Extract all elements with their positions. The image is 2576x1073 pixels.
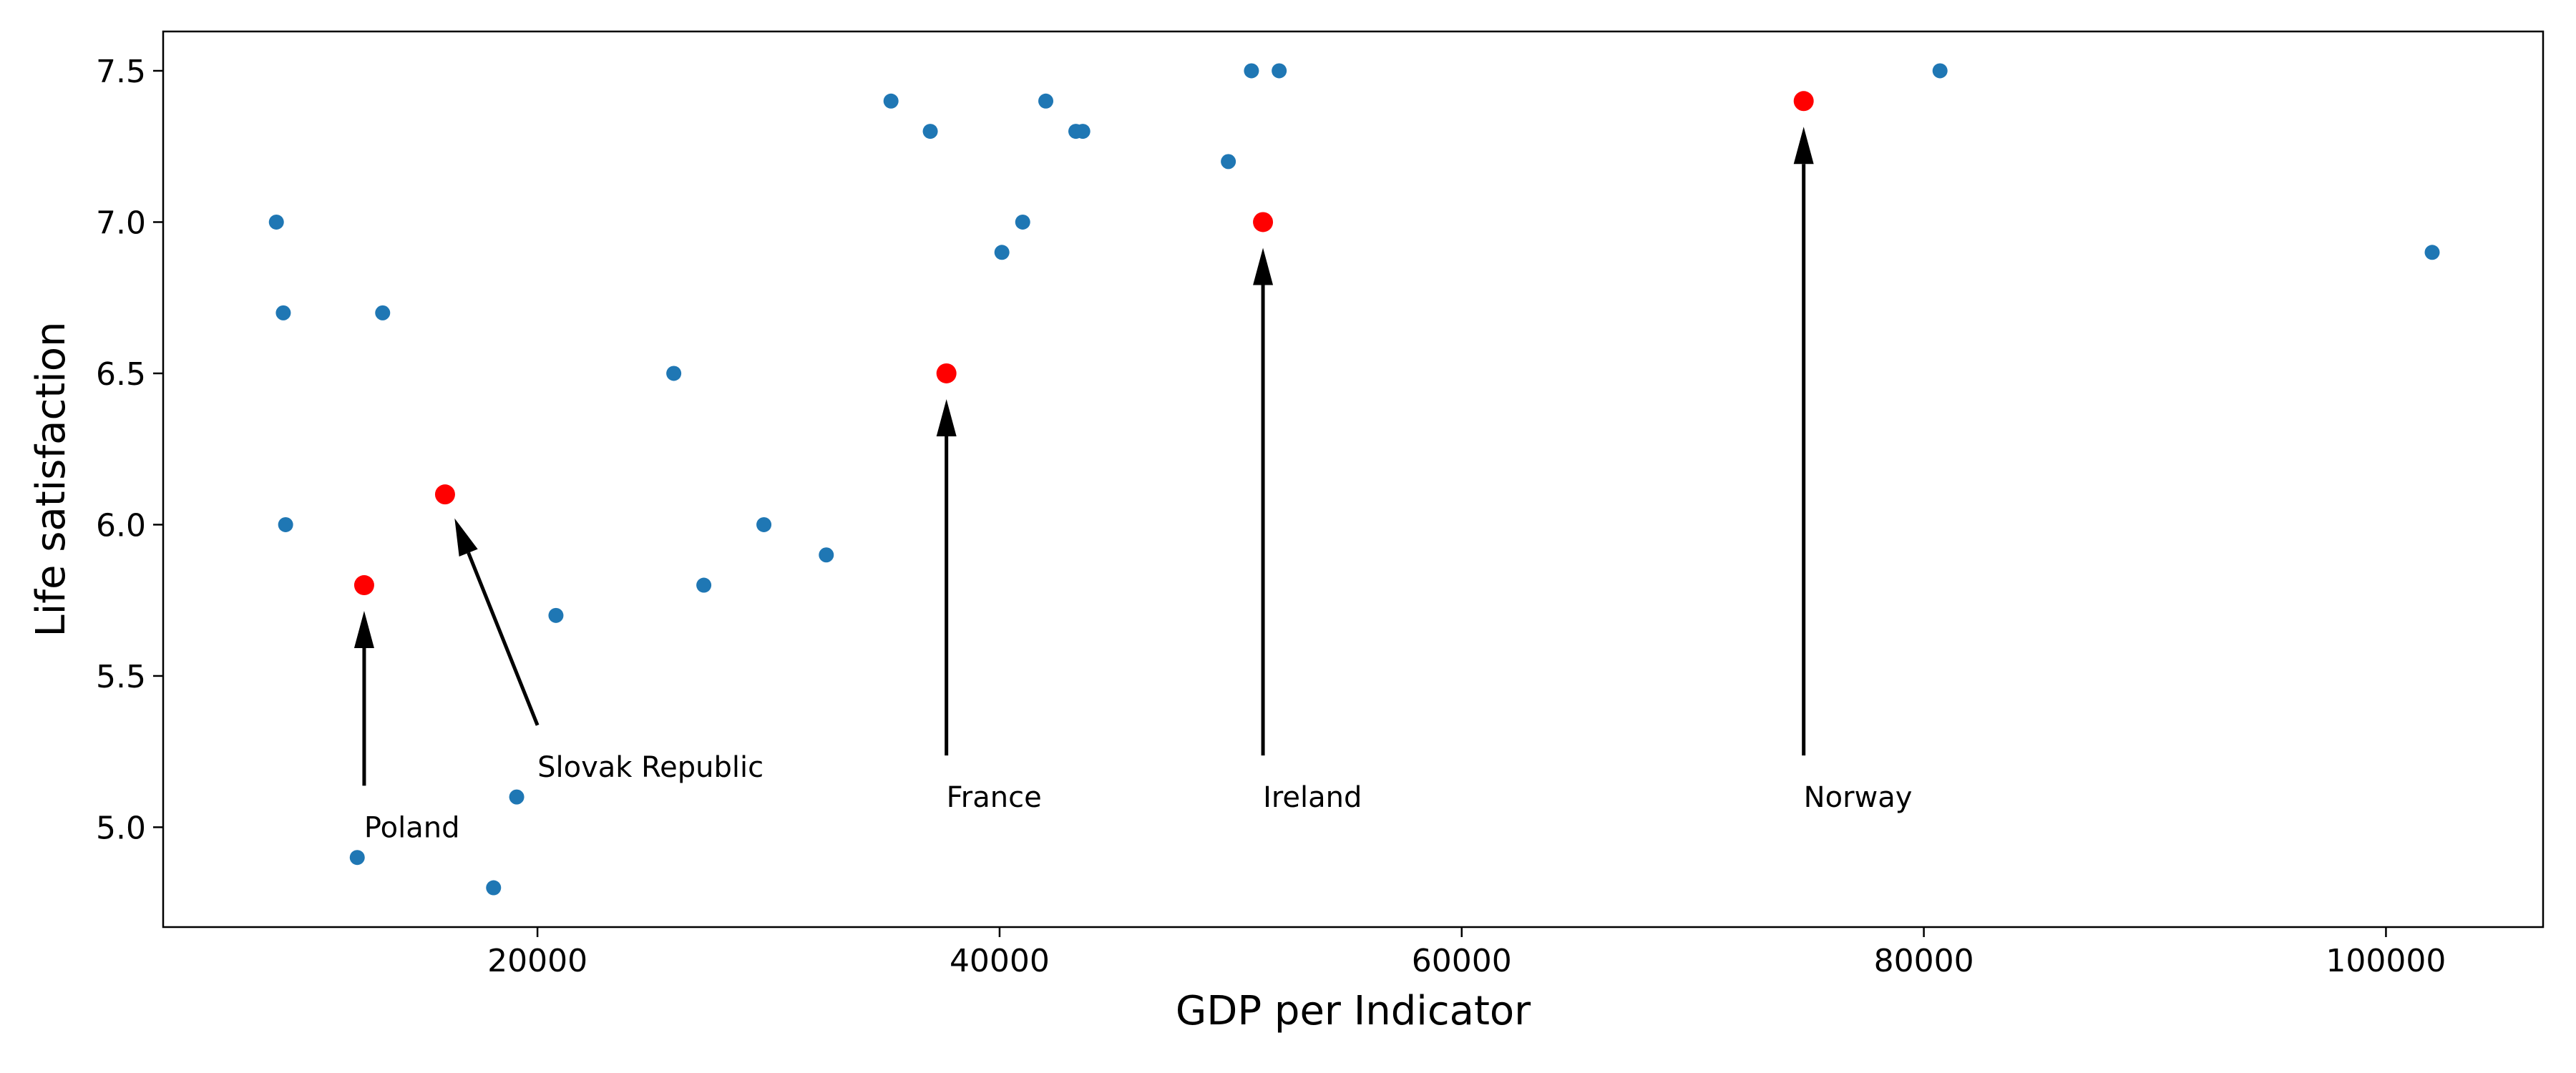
highlighted-point <box>1793 91 1814 112</box>
x-tick-label: 100000 <box>2326 943 2446 979</box>
x-tick-label: 60000 <box>1412 943 1512 979</box>
axes-ticks: 20000 40000 60000 80000 100000 5.0 5.5 6.0 6.5 7.… <box>96 54 2446 979</box>
data-point <box>1038 93 1054 109</box>
data-point <box>994 245 1010 260</box>
y-tick-label: 6.0 <box>96 507 146 544</box>
data-point <box>375 305 391 320</box>
x-axis-label: GDP per Indicator <box>1176 988 1531 1034</box>
highlighted-point <box>936 363 957 383</box>
x-tick-label: 20000 <box>487 943 587 979</box>
data-point <box>883 93 899 109</box>
data-point <box>696 577 712 593</box>
annotation-label: Slovak Republic <box>537 751 763 784</box>
annotation-arrow-head <box>936 398 957 436</box>
data-point <box>1075 124 1091 139</box>
annotation-label: Poland <box>364 811 460 844</box>
data-point <box>1932 63 1948 79</box>
highlighted-points <box>353 91 1814 596</box>
data-point <box>268 214 284 230</box>
annotation-arrow-head <box>1253 248 1274 285</box>
y-tick-label: 5.5 <box>96 659 146 695</box>
annotation-arrow-head <box>454 518 478 557</box>
plot-frame <box>162 30 2545 929</box>
data-point <box>1221 154 1236 170</box>
data-point <box>1015 214 1030 230</box>
data-point <box>349 850 365 866</box>
data-point <box>509 789 525 805</box>
x-tick-label: 80000 <box>1874 943 1974 979</box>
data-points <box>268 63 2440 896</box>
data-point <box>1272 63 1287 79</box>
data-point <box>819 547 834 563</box>
data-point <box>756 516 772 532</box>
annotation-arrow-head <box>353 611 374 649</box>
data-point <box>2424 245 2440 260</box>
highlighted-point <box>353 575 374 596</box>
highlighted-point <box>434 484 455 505</box>
data-point <box>666 366 682 381</box>
data-point <box>1244 63 1259 79</box>
data-point <box>548 607 564 623</box>
annotation-arrow-head <box>1793 127 1814 165</box>
annotations: Poland Slovak Republic France Ireland Norway <box>353 127 1913 844</box>
y-tick-label: 5.0 <box>96 810 146 846</box>
annotation-label: Ireland <box>1263 781 1362 814</box>
data-point <box>922 124 938 139</box>
data-point <box>278 516 293 532</box>
y-tick-label: 6.5 <box>96 356 146 393</box>
data-point <box>275 305 291 320</box>
x-tick-label: 40000 <box>950 943 1050 979</box>
y-tick-label: 7.5 <box>96 54 146 90</box>
highlighted-point <box>1253 212 1274 232</box>
annotation-arrow-shaft <box>467 552 540 726</box>
annotation-label: Norway <box>1804 781 1913 814</box>
y-axis-label: Life satisfaction <box>28 322 74 637</box>
data-point <box>486 880 502 896</box>
annotation-label: France <box>947 781 1042 814</box>
y-tick-label: 7.0 <box>96 205 146 241</box>
